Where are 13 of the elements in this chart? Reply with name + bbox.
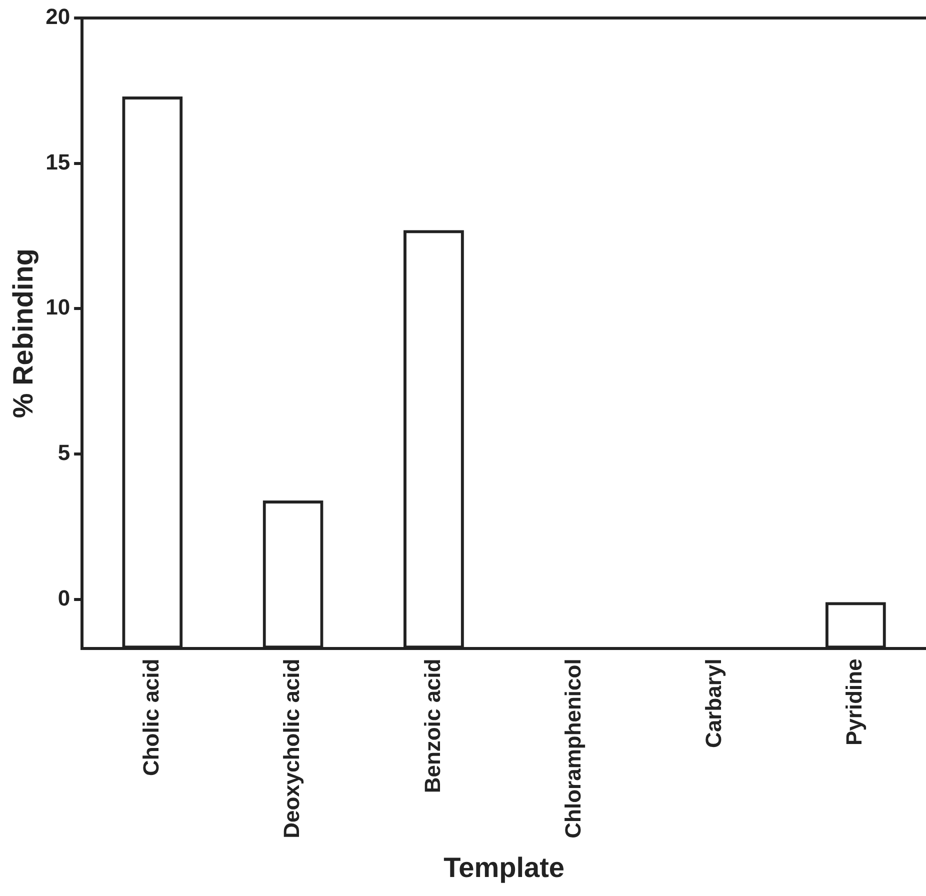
y-tick-label: 15 bbox=[46, 149, 70, 174]
x-tick-label: Benzoic acid bbox=[420, 658, 445, 794]
y-tick-label: 20 bbox=[46, 4, 70, 30]
x-tick-label: Pyridine bbox=[842, 658, 867, 746]
x-tick-label: Carbaryl bbox=[701, 658, 726, 748]
y-tick-label: 10 bbox=[46, 294, 70, 320]
y-axis-title: % Rebinding bbox=[8, 248, 39, 418]
x-axis-title: Template bbox=[444, 852, 564, 883]
x-tick-label: Chloramphenicol bbox=[560, 658, 586, 838]
y-tick-label: 5 bbox=[58, 440, 70, 466]
x-tick-label: Cholic acid bbox=[138, 658, 164, 776]
y-tick-label: 0 bbox=[58, 585, 70, 610]
x-tick-label: Deoxycholic acid bbox=[279, 658, 304, 838]
